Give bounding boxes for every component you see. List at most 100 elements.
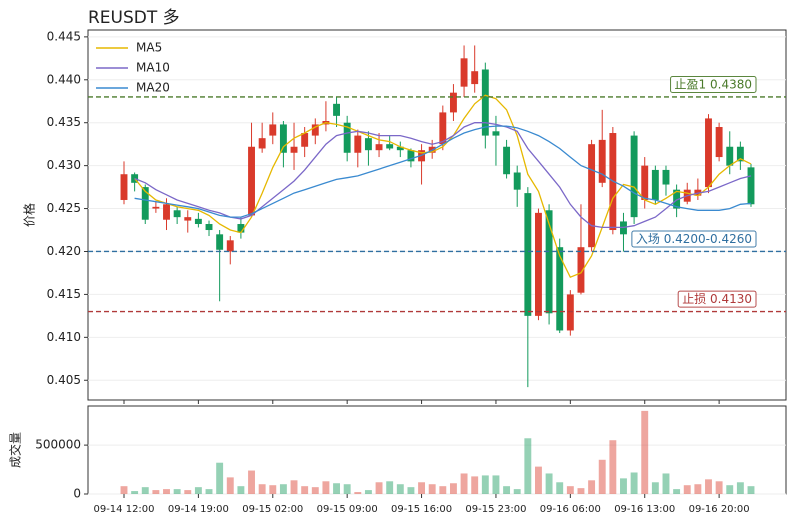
candle-body: [492, 131, 500, 136]
volume-bar: [354, 492, 362, 494]
level-label-box: [677, 290, 757, 308]
candle-body: [481, 69, 489, 136]
candle-body: [503, 146, 511, 175]
chart-title: REUSDT 多: [88, 8, 180, 28]
candle-body: [396, 146, 404, 151]
candle-body: [630, 135, 638, 218]
candle-body: [566, 294, 574, 331]
candle-body: [375, 144, 383, 151]
volume-bar: [279, 484, 287, 494]
price-frame: [87, 29, 787, 401]
legend-label: MA20: [136, 81, 170, 95]
y-tick-label: 0.415: [47, 287, 81, 301]
volume-bar: [386, 481, 394, 494]
candle-body: [364, 138, 372, 151]
legend-label: MA10: [136, 61, 170, 75]
volume-bar: [333, 483, 340, 494]
volume-bar: [683, 485, 691, 494]
ma-line: [134, 94, 752, 279]
y-tick-label: 0: [73, 487, 81, 501]
volume-bar: [588, 480, 596, 494]
volume-bar: [439, 486, 447, 494]
y-tick-label: 0.410: [47, 330, 81, 344]
volume-bar: [694, 484, 702, 494]
volume-bar: [343, 484, 351, 494]
y-tick-label: 0.435: [47, 115, 81, 129]
level-label: 止盈1 0.4380: [675, 77, 752, 91]
candle-body: [386, 144, 394, 149]
volume-bar: [290, 480, 298, 494]
x-tick-label: 09-14 19:00: [168, 504, 229, 515]
volume-bar: [705, 479, 712, 494]
y-tick-label: 0.440: [47, 72, 81, 86]
volume-bar: [428, 484, 436, 494]
candle-body: [237, 224, 245, 233]
candle-body: [535, 212, 542, 316]
candle-body: [598, 139, 606, 183]
volume-bar: [556, 482, 564, 494]
candle-body: [163, 204, 170, 220]
candle-body: [216, 234, 224, 250]
candle-body: [588, 144, 596, 248]
volume-bar: [471, 476, 479, 494]
candle-body: [524, 193, 532, 316]
volume-bar: [226, 477, 234, 494]
candle-body: [173, 210, 181, 218]
volume-bar: [630, 472, 638, 494]
candle-body: [290, 146, 298, 153]
candle-body: [194, 218, 202, 225]
candle-body: [641, 165, 649, 200]
candle-body: [184, 217, 192, 221]
level-label: 入场 0.4200-0.4260: [636, 232, 752, 246]
volume-frame: [87, 405, 787, 495]
candle-body: [269, 124, 277, 136]
x-tick-label: 09-15 16:00: [391, 504, 452, 515]
candle-body: [747, 167, 755, 205]
level-label-box: [631, 230, 757, 248]
candle-body: [715, 127, 723, 158]
volume-bar: [513, 489, 521, 494]
candle-body: [513, 172, 521, 190]
volume-bar: [673, 489, 681, 494]
candle-body: [726, 146, 734, 166]
candle-body: [705, 118, 712, 188]
volume-bar: [322, 481, 330, 494]
volume-bar: [258, 484, 266, 494]
candle-body: [301, 133, 309, 147]
x-tick-label: 09-15 09:00: [317, 504, 378, 515]
candle-body: [651, 169, 659, 200]
candle-body: [152, 206, 160, 209]
y-tick-label: 500000: [35, 438, 81, 452]
candle-body: [439, 112, 447, 145]
volume-bar: [269, 485, 277, 494]
x-tick-label: 09-16 06:00: [540, 504, 601, 515]
volume-bar: [216, 462, 224, 494]
y-tick-label: 0.405: [47, 373, 81, 387]
candle-body: [471, 71, 479, 85]
candle-body: [673, 189, 681, 209]
volume-bar: [747, 486, 755, 494]
volume-bar: [120, 486, 128, 494]
volume-bar: [535, 466, 542, 494]
level-label: 止损 0.4130: [682, 292, 752, 306]
volume-bar: [662, 473, 670, 494]
volume-bar: [173, 489, 181, 494]
volume-bar: [311, 487, 319, 494]
volume-bar: [460, 473, 468, 494]
volume-bar: [492, 475, 500, 494]
ma-line: [134, 125, 752, 218]
candle-body: [120, 174, 128, 200]
volume-bar: [566, 486, 574, 494]
volume-bar: [184, 490, 192, 494]
volume-bar: [163, 489, 170, 494]
volume-axis-label: 成交量: [8, 432, 23, 468]
x-tick-label: 09-14 12:00: [93, 504, 154, 515]
ma-line: [134, 122, 752, 229]
legend-label: MA5: [136, 41, 162, 55]
x-tick-label: 09-16 20:00: [689, 504, 750, 515]
volume-bar: [141, 487, 149, 494]
volume-bar: [598, 459, 606, 494]
volume-bar: [205, 489, 213, 494]
